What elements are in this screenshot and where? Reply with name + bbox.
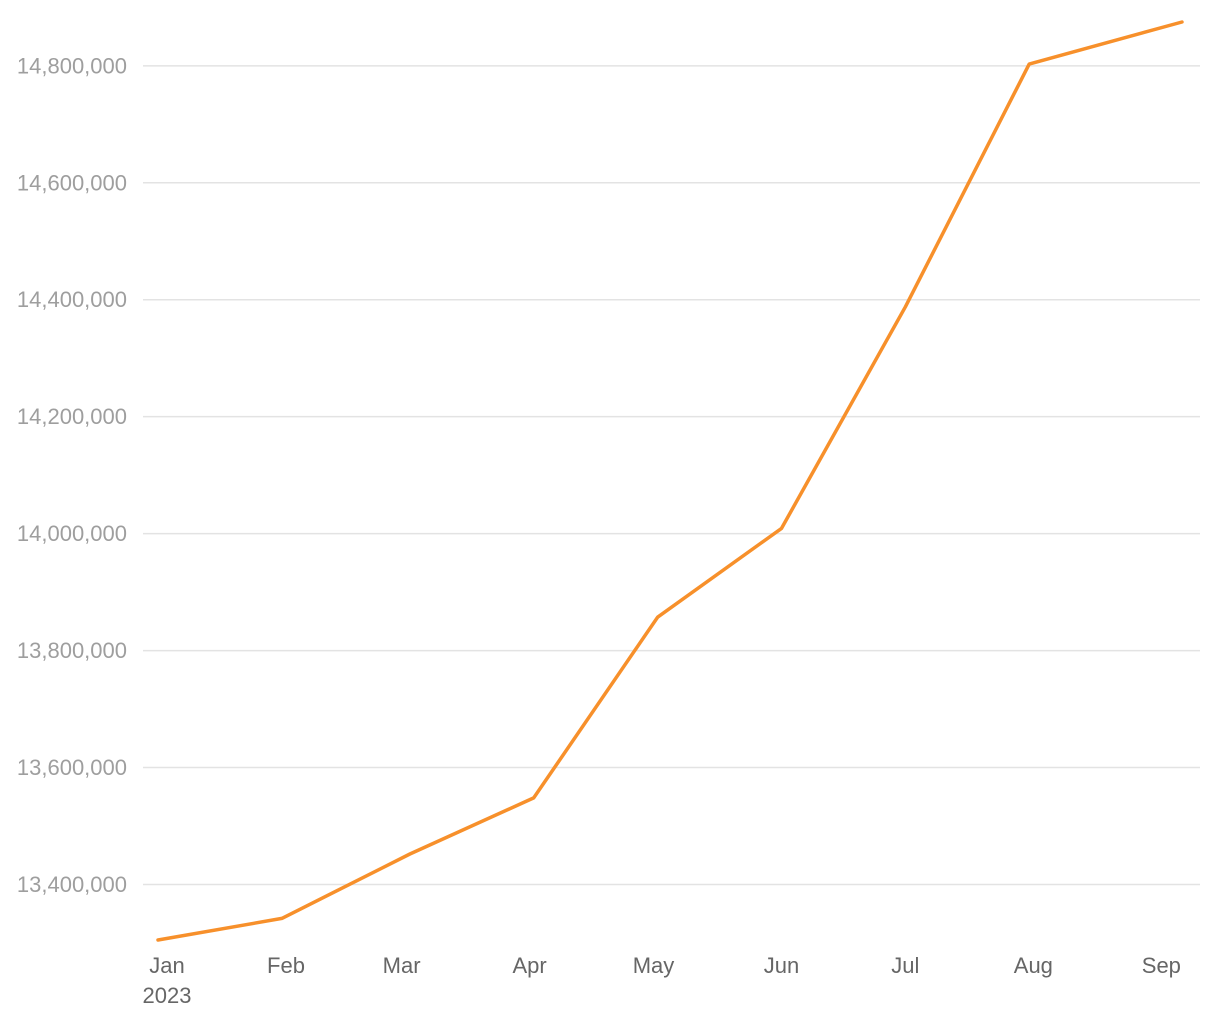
y-tick-label: 14,600,000 xyxy=(17,170,127,195)
y-tick-label: 13,800,000 xyxy=(17,638,127,663)
x-tick-year-label: 2023 xyxy=(143,983,192,1008)
x-axis-tick-labels: Jan 2023 Feb Mar Apr May Jun Jul Aug Sep xyxy=(143,953,1181,1008)
x-tick-label: Apr xyxy=(512,953,546,978)
y-tick-label: 14,400,000 xyxy=(17,287,127,312)
y-tick-label: 14,200,000 xyxy=(17,404,127,429)
y-tick-label: 13,600,000 xyxy=(17,755,127,780)
y-tick-label: 14,800,000 xyxy=(17,53,127,78)
x-tick-label: May xyxy=(633,953,675,978)
x-tick-label: Mar xyxy=(383,953,421,978)
x-tick-label: Feb xyxy=(267,953,305,978)
gridlines xyxy=(143,65,1200,886)
series-lines xyxy=(156,20,1184,942)
x-tick-label: Sep xyxy=(1142,953,1181,978)
y-tick-label: 14,000,000 xyxy=(17,521,127,546)
x-tick-label: Jul xyxy=(891,953,919,978)
y-axis-tick-labels: 13,400,000 13,600,000 13,800,000 14,000,000… xyxy=(17,53,127,897)
y-tick-label: 13,400,000 xyxy=(17,872,127,897)
x-tick-label: Jun xyxy=(764,953,799,978)
x-tick-label: Jan xyxy=(149,953,184,978)
x-tick-label: Aug xyxy=(1014,953,1053,978)
series-line xyxy=(156,20,1184,942)
